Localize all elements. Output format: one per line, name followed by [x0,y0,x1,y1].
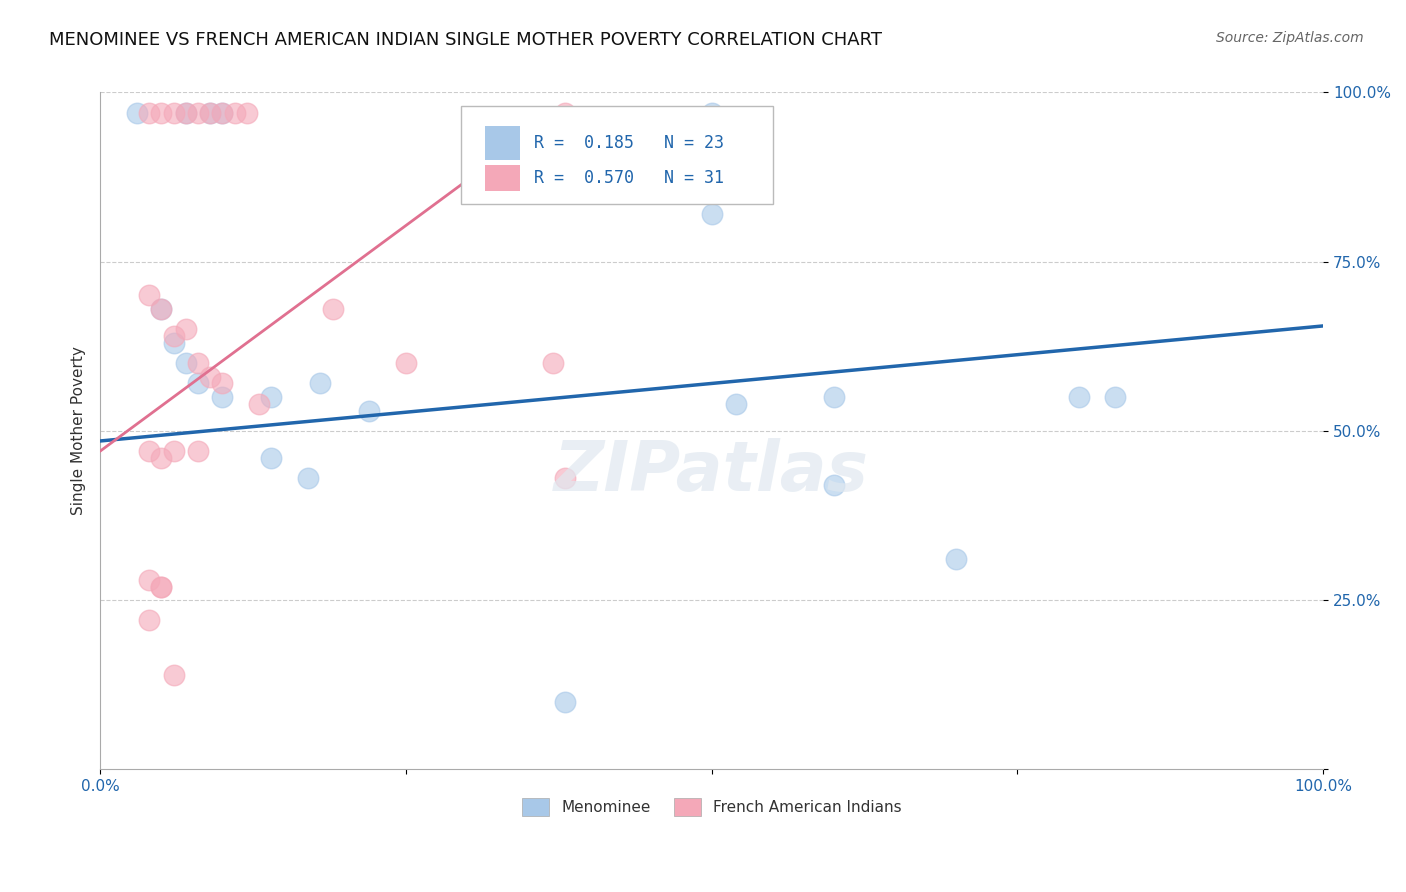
Point [162,335,184,350]
FancyBboxPatch shape [485,126,520,160]
Point [211,376,233,391]
Point [823,390,845,404]
Point [174,356,197,370]
Point [211,390,233,404]
Y-axis label: Single Mother Poverty: Single Mother Poverty [72,346,86,516]
Point [395,356,418,370]
Point [138,573,160,587]
Point [1104,390,1126,404]
Point [150,580,173,594]
Point [138,613,160,627]
Point [322,301,344,316]
Point [187,444,209,458]
Point [211,105,233,120]
Text: Source: ZipAtlas.com: Source: ZipAtlas.com [1216,31,1364,45]
Point [359,403,381,417]
FancyBboxPatch shape [485,165,520,191]
Text: ZIPatlas: ZIPatlas [554,438,869,505]
Point [138,105,160,120]
Text: R =  0.185   N = 23: R = 0.185 N = 23 [534,134,724,153]
Point [700,207,723,221]
Point [174,322,197,336]
Point [554,695,576,709]
Point [260,450,283,465]
Text: MENOMINEE VS FRENCH AMERICAN INDIAN SINGLE MOTHER POVERTY CORRELATION CHART: MENOMINEE VS FRENCH AMERICAN INDIAN SING… [49,31,882,49]
Point [162,329,184,343]
Point [162,667,184,681]
Point [150,301,173,316]
Point [1067,390,1090,404]
Point [162,105,184,120]
Point [138,288,160,302]
Point [200,105,222,120]
Point [174,105,197,120]
Point [309,376,332,391]
Point [823,478,845,492]
Point [554,471,576,485]
Point [236,105,259,120]
Point [945,552,967,566]
Point [187,376,209,391]
Point [150,450,173,465]
FancyBboxPatch shape [461,106,773,204]
Point [138,444,160,458]
Point [725,397,748,411]
Point [150,105,173,120]
Point [125,105,148,120]
Point [150,301,173,316]
Point [187,356,209,370]
Point [187,105,209,120]
Text: R =  0.570   N = 31: R = 0.570 N = 31 [534,169,724,186]
Point [554,105,576,120]
Point [541,356,564,370]
Point [247,397,270,411]
Point [200,369,222,384]
Legend: Menominee, French American Indians: Menominee, French American Indians [516,792,908,822]
Point [224,105,246,120]
Point [700,105,723,120]
Point [200,105,222,120]
Point [297,471,319,485]
Point [211,105,233,120]
Point [150,580,173,594]
Point [260,390,283,404]
Point [162,444,184,458]
Point [174,105,197,120]
